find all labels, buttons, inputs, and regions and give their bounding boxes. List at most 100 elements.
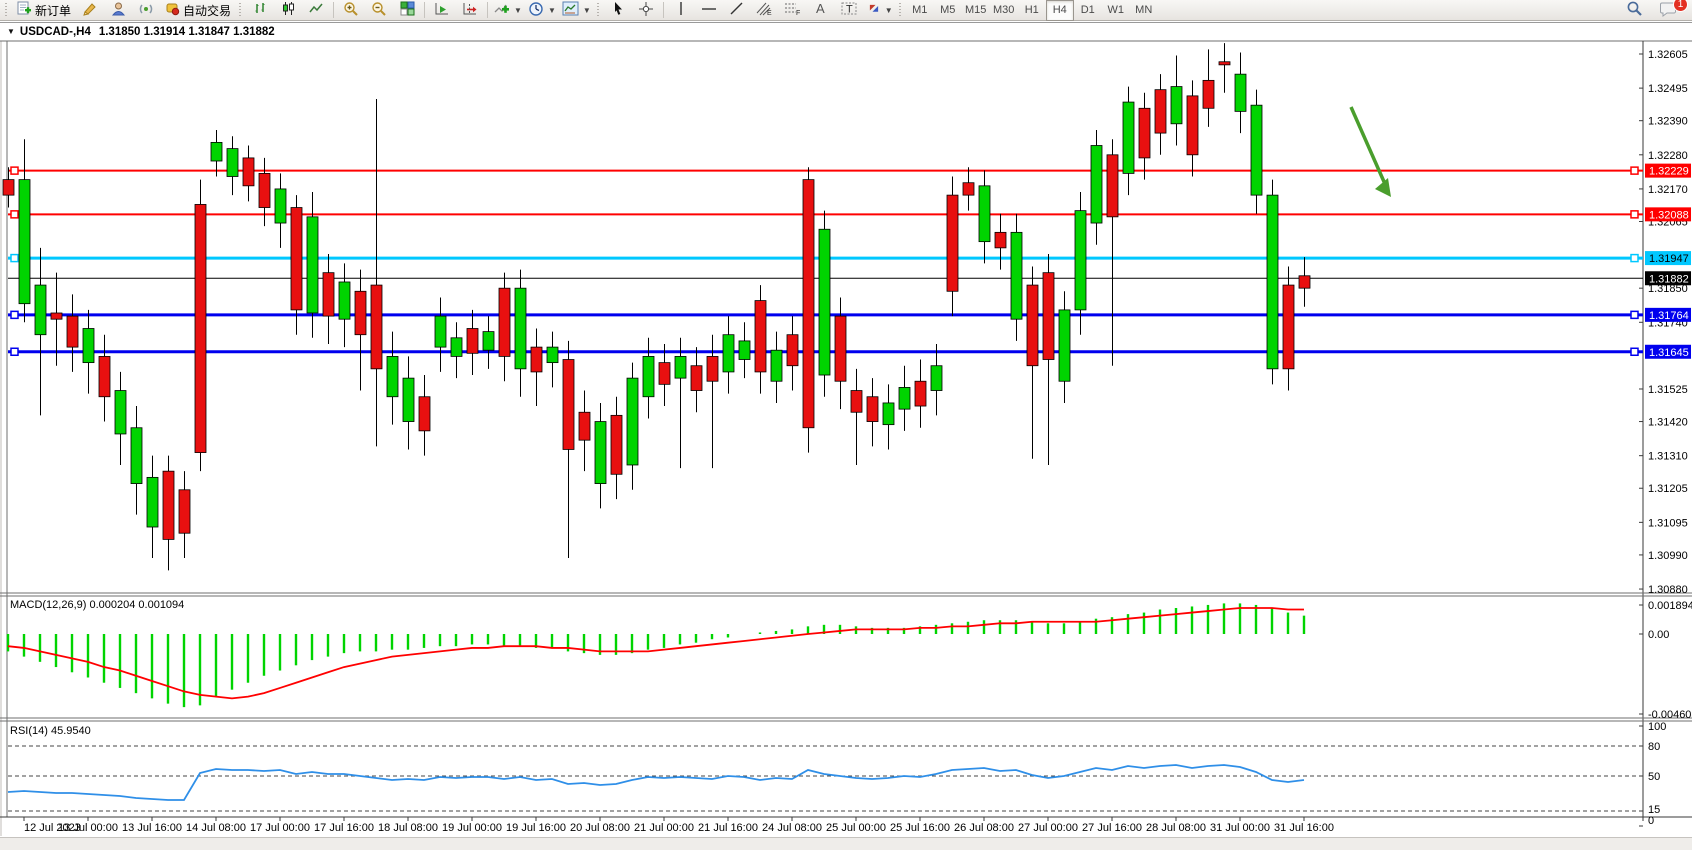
crosshair-icon [638, 1, 654, 20]
time-tick-label[interactable]: 27 Jul 16:00 [1082, 822, 1142, 834]
candle-body [786, 334, 799, 367]
line-handle[interactable] [1630, 166, 1639, 175]
bar-chart-button[interactable] [246, 0, 274, 21]
chat-button[interactable]: 1 [1654, 0, 1688, 21]
tab-m1[interactable]: M1 [912, 4, 928, 16]
chevron-down-icon: ▼ [514, 5, 522, 15]
candle-body [450, 337, 463, 357]
line-handle[interactable] [10, 210, 19, 219]
candle-body [1282, 284, 1295, 370]
time-tick-label[interactable]: 18 Jul 08:00 [378, 822, 438, 834]
trend-arrow-annotation[interactable] [1349, 106, 1387, 185]
candle-body [1202, 79, 1215, 109]
indicators-button[interactable]: ▼ [491, 0, 525, 21]
line-handle[interactable] [10, 166, 19, 175]
text-button[interactable]: A [807, 0, 835, 21]
cursor-button[interactable] [604, 0, 632, 21]
candlestick-chart-button[interactable] [274, 0, 302, 21]
tab-d1[interactable]: D1 [1080, 4, 1095, 16]
bar-chart-icon [253, 1, 268, 19]
tab-w1[interactable]: W1 [1107, 4, 1124, 16]
time-tick-label[interactable]: 24 Jul 08:00 [762, 822, 822, 834]
candle-body [690, 365, 703, 391]
time-tick-label[interactable]: 19 Jul 00:00 [442, 822, 502, 834]
time-tick-label[interactable]: 14 Jul 08:00 [186, 822, 246, 834]
time-tick-label[interactable]: 20 Jul 08:00 [570, 822, 630, 834]
toolbar-grip[interactable] [5, 2, 9, 18]
time-tick-label[interactable]: 17 Jul 00:00 [250, 822, 310, 834]
time-tick-label[interactable]: 28 Jul 08:00 [1146, 822, 1206, 834]
time-tick-label[interactable]: 13 Jul 00:00 [58, 822, 118, 834]
candle-body [578, 411, 591, 441]
line-handle[interactable] [1630, 310, 1639, 320]
toolbar-grip[interactable] [898, 2, 903, 18]
line-handle[interactable] [1630, 210, 1639, 219]
toolbar-grip[interactable] [596, 2, 601, 18]
tab-m5[interactable]: M5 [940, 4, 956, 16]
zoom-in-button[interactable] [337, 0, 365, 21]
chart-title-bar: ▼ USDCAD-,H4 1.31850 1.31914 1.31847 1.3… [0, 22, 1692, 40]
candle-body [434, 315, 447, 348]
line-handle[interactable] [10, 310, 19, 320]
time-tick-label[interactable]: 26 Jul 08:00 [954, 822, 1014, 834]
autotrading-label: 自动交易 [183, 3, 232, 18]
arrows-button[interactable]: ▼ [863, 0, 896, 21]
new-order-button[interactable]: 新订单 [12, 0, 76, 21]
macd-tick-label: -0.004603 [1648, 709, 1692, 721]
tab-mn[interactable]: MN [1135, 4, 1153, 16]
price-tick-label: 1.30990 [1648, 550, 1688, 562]
svg-text:T: T [846, 4, 853, 16]
time-tick-label[interactable]: 21 Jul 16:00 [698, 822, 758, 834]
line-chart-button[interactable] [302, 0, 330, 21]
macd-signal-line [7, 607, 1304, 700]
templates-button[interactable]: ▼ [559, 0, 594, 21]
trendline-button[interactable] [723, 0, 751, 21]
candle-body [386, 356, 399, 398]
signals-button[interactable] [132, 0, 160, 21]
candle-body [706, 356, 719, 382]
line-handle[interactable] [1630, 253, 1639, 263]
search-button[interactable] [1620, 0, 1648, 21]
autotrading-button[interactable]: 自动交易 [160, 0, 236, 21]
time-tick-label[interactable]: 21 Jul 00:00 [634, 822, 694, 834]
zoom-out-button[interactable] [365, 0, 393, 21]
text-label-button[interactable]: T [835, 0, 863, 21]
auto-scroll-button[interactable] [428, 0, 456, 21]
collapse-arrow-icon[interactable]: ▼ [7, 27, 15, 36]
line-handle[interactable] [10, 253, 19, 263]
candle-body [1218, 61, 1231, 66]
time-tick-label[interactable]: 25 Jul 00:00 [826, 822, 886, 834]
chart-shift-button[interactable] [456, 0, 484, 21]
profile-button[interactable] [104, 0, 132, 21]
time-tick-label[interactable]: 17 Jul 16:00 [314, 822, 374, 834]
fibonacci-button[interactable]: F [779, 0, 807, 21]
candle-body [242, 157, 255, 187]
tile-windows-button[interactable] [393, 0, 421, 21]
vertical-line-button[interactable] [667, 0, 695, 21]
line-handle[interactable] [10, 347, 19, 357]
time-tick-label[interactable]: 31 Jul 16:00 [1274, 822, 1334, 834]
time-tick-label[interactable]: 27 Jul 00:00 [1018, 822, 1078, 834]
trend-arrow-head[interactable] [1375, 178, 1391, 197]
line-handle[interactable] [1630, 347, 1639, 357]
candle-body [658, 362, 671, 385]
indicators-icon [494, 1, 510, 19]
crosshair-button[interactable] [632, 0, 660, 21]
toolbar-grip[interactable] [239, 2, 244, 18]
time-tick-label[interactable]: 25 Jul 16:00 [890, 822, 950, 834]
time-tick-label[interactable]: 31 Jul 00:00 [1210, 822, 1270, 834]
new-order-icon [17, 1, 32, 19]
tab-h1[interactable]: H1 [1024, 4, 1039, 16]
tab-m30[interactable]: M30 [993, 4, 1015, 16]
time-tick-label[interactable]: 13 Jul 16:00 [122, 822, 182, 834]
horizontal-line-button[interactable] [695, 0, 723, 21]
tab-m15[interactable]: M15 [965, 4, 987, 16]
time-tick-label[interactable]: 12 Jul 2023 [24, 822, 81, 834]
time-tick-label[interactable]: 19 Jul 16:00 [506, 822, 566, 834]
chart-shift-icon [462, 1, 478, 19]
equidistant-channel-button[interactable]: E [751, 0, 779, 21]
tab-h4[interactable]: H4 [1045, 0, 1074, 21]
crayon-button[interactable] [76, 0, 104, 21]
periods-button[interactable]: ▼ [525, 0, 559, 21]
